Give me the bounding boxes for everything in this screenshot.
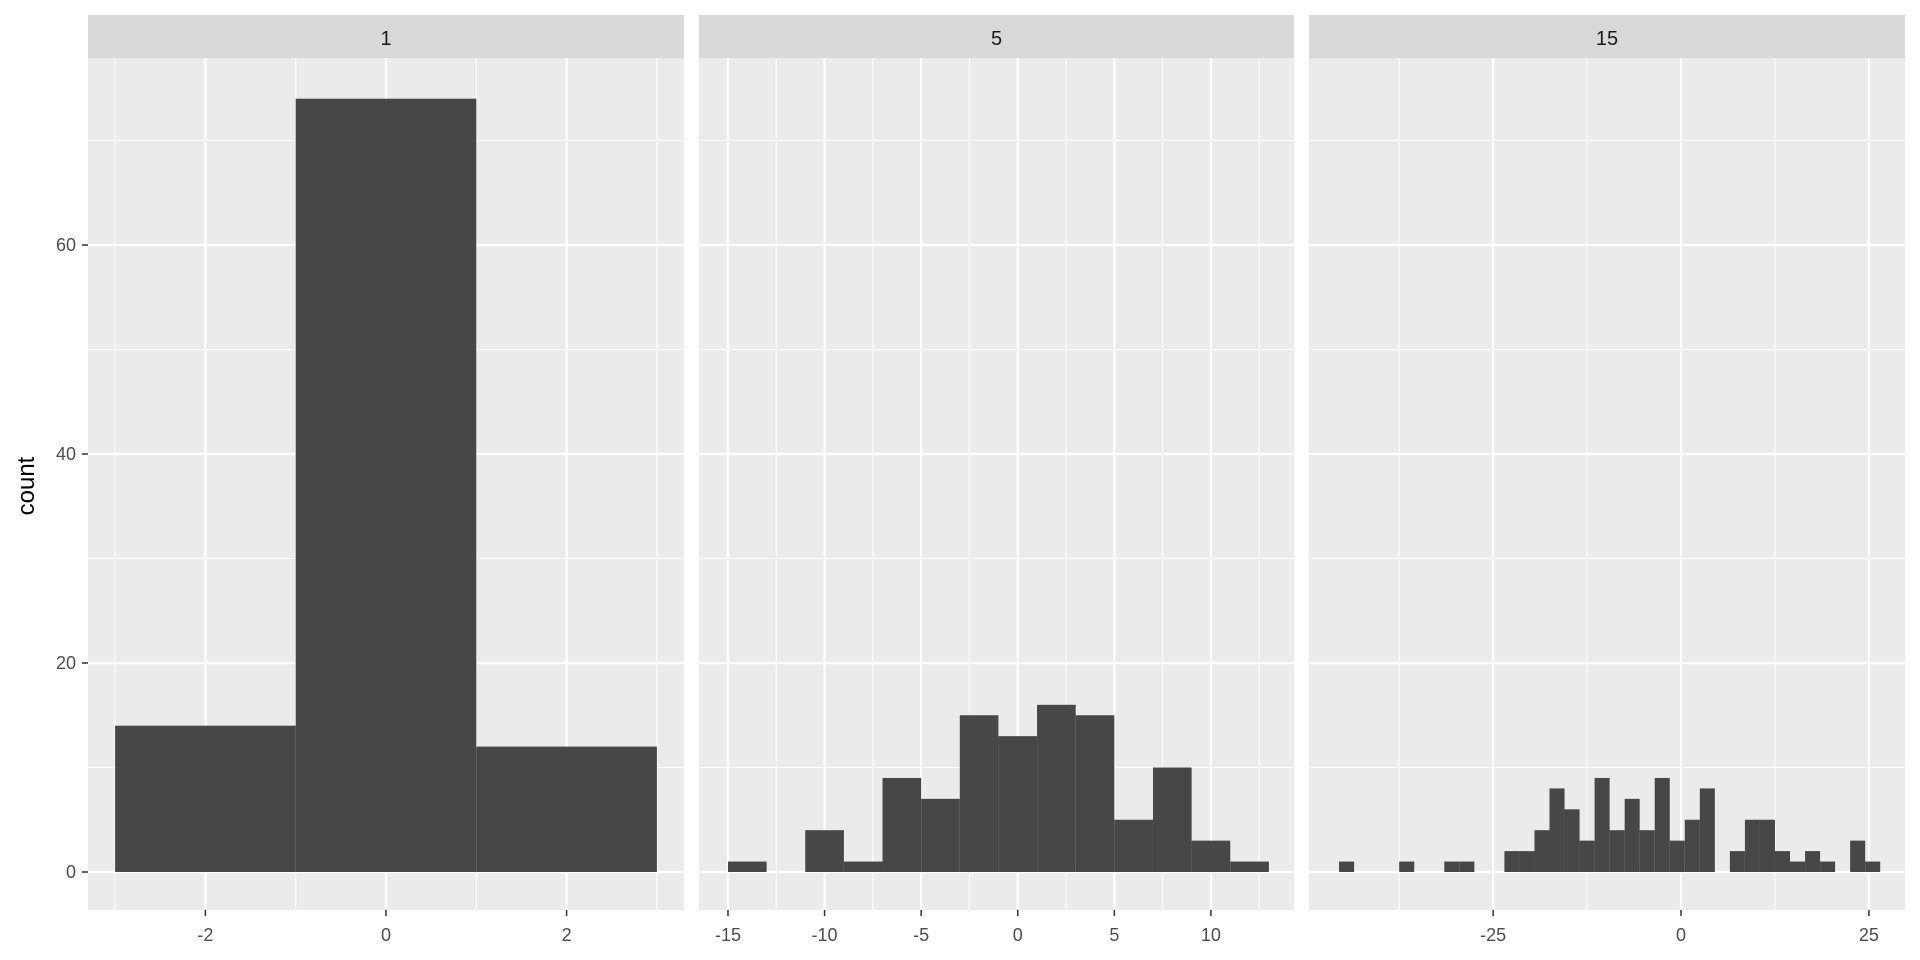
histogram-bar bbox=[1594, 777, 1610, 872]
x-tick-label: 0 bbox=[1013, 925, 1023, 945]
histogram-bar bbox=[295, 98, 477, 872]
histogram-bar bbox=[1790, 861, 1806, 872]
facet-strip-label: 1 bbox=[380, 28, 391, 50]
histogram-bar bbox=[1191, 840, 1231, 872]
facet-strip bbox=[1309, 15, 1905, 58]
histogram-bar bbox=[843, 861, 883, 872]
histogram-bar bbox=[1669, 840, 1685, 872]
x-tick-label: 25 bbox=[1859, 925, 1879, 945]
histogram-bar bbox=[1152, 767, 1192, 872]
histogram-bar bbox=[1820, 861, 1836, 872]
y-tick-label: 60 bbox=[56, 235, 76, 255]
x-tick-label: -15 bbox=[715, 925, 741, 945]
x-tick-label: 10 bbox=[1201, 925, 1221, 945]
histogram-bar bbox=[1399, 861, 1415, 872]
y-tick-label: 0 bbox=[66, 862, 76, 882]
x-tick-label: 0 bbox=[1676, 925, 1686, 945]
histogram-bar bbox=[1037, 704, 1076, 872]
histogram-bar bbox=[1339, 861, 1355, 872]
histogram-bar bbox=[1744, 819, 1760, 872]
facet-panel-5: 5 -15 -10 -5 0 5 10 bbox=[699, 15, 1294, 945]
facet-strip-label: 15 bbox=[1596, 28, 1618, 50]
histogram-bar bbox=[1579, 840, 1595, 872]
histogram-bar bbox=[998, 736, 1038, 872]
histogram-bar bbox=[1444, 861, 1460, 872]
histogram-bar bbox=[1639, 830, 1655, 872]
histogram-bar bbox=[1519, 851, 1535, 872]
histogram-bar bbox=[1654, 777, 1670, 872]
histogram-bar bbox=[805, 830, 844, 872]
histogram-bar bbox=[1624, 798, 1640, 872]
facet-panel-15: 15 -25 0 25 bbox=[1309, 15, 1905, 945]
histogram-bar bbox=[115, 725, 296, 872]
histogram-bar bbox=[959, 715, 999, 872]
x-tick-label: -10 bbox=[812, 925, 838, 945]
histogram-bar bbox=[476, 746, 657, 872]
histogram-bar bbox=[882, 777, 922, 872]
y-axis-title: count bbox=[13, 456, 40, 515]
y-tick-label: 20 bbox=[56, 653, 76, 673]
histogram-bar bbox=[1729, 851, 1745, 872]
facet-strip bbox=[699, 15, 1294, 58]
histogram-bar bbox=[1459, 861, 1475, 872]
y-axis: 0 20 40 60 bbox=[56, 235, 88, 882]
histogram-bar bbox=[1609, 830, 1625, 872]
histogram-bar bbox=[1774, 851, 1791, 872]
x-tick-label: 5 bbox=[1109, 925, 1119, 945]
facet-panel-1: 1 -2 0 2 bbox=[88, 15, 684, 945]
histogram-bar bbox=[727, 861, 767, 872]
histogram-bar bbox=[1504, 851, 1520, 872]
histogram-bar bbox=[921, 798, 960, 872]
histogram-bar bbox=[1564, 809, 1580, 872]
facet-strip-label: 5 bbox=[991, 28, 1002, 50]
histogram-bar bbox=[1534, 830, 1550, 872]
x-tick-label: -25 bbox=[1480, 925, 1506, 945]
histogram-bar bbox=[1865, 861, 1881, 872]
histogram-bar bbox=[1805, 851, 1821, 872]
histogram-bar bbox=[1549, 788, 1565, 872]
histogram-bar bbox=[1850, 840, 1866, 872]
x-tick-label: 2 bbox=[562, 925, 572, 945]
histogram-bar bbox=[1759, 819, 1775, 872]
histogram-bar bbox=[1230, 861, 1269, 872]
x-tick-label: 0 bbox=[381, 925, 391, 945]
histogram-bar bbox=[1684, 819, 1700, 872]
x-tick-label: -2 bbox=[197, 925, 213, 945]
histogram-bar bbox=[1075, 715, 1115, 872]
histogram-bar bbox=[1114, 819, 1153, 872]
facet-strip bbox=[88, 15, 684, 58]
histogram-bar bbox=[1699, 788, 1715, 872]
x-tick-label: -5 bbox=[913, 925, 929, 945]
y-tick-label: 40 bbox=[56, 444, 76, 464]
